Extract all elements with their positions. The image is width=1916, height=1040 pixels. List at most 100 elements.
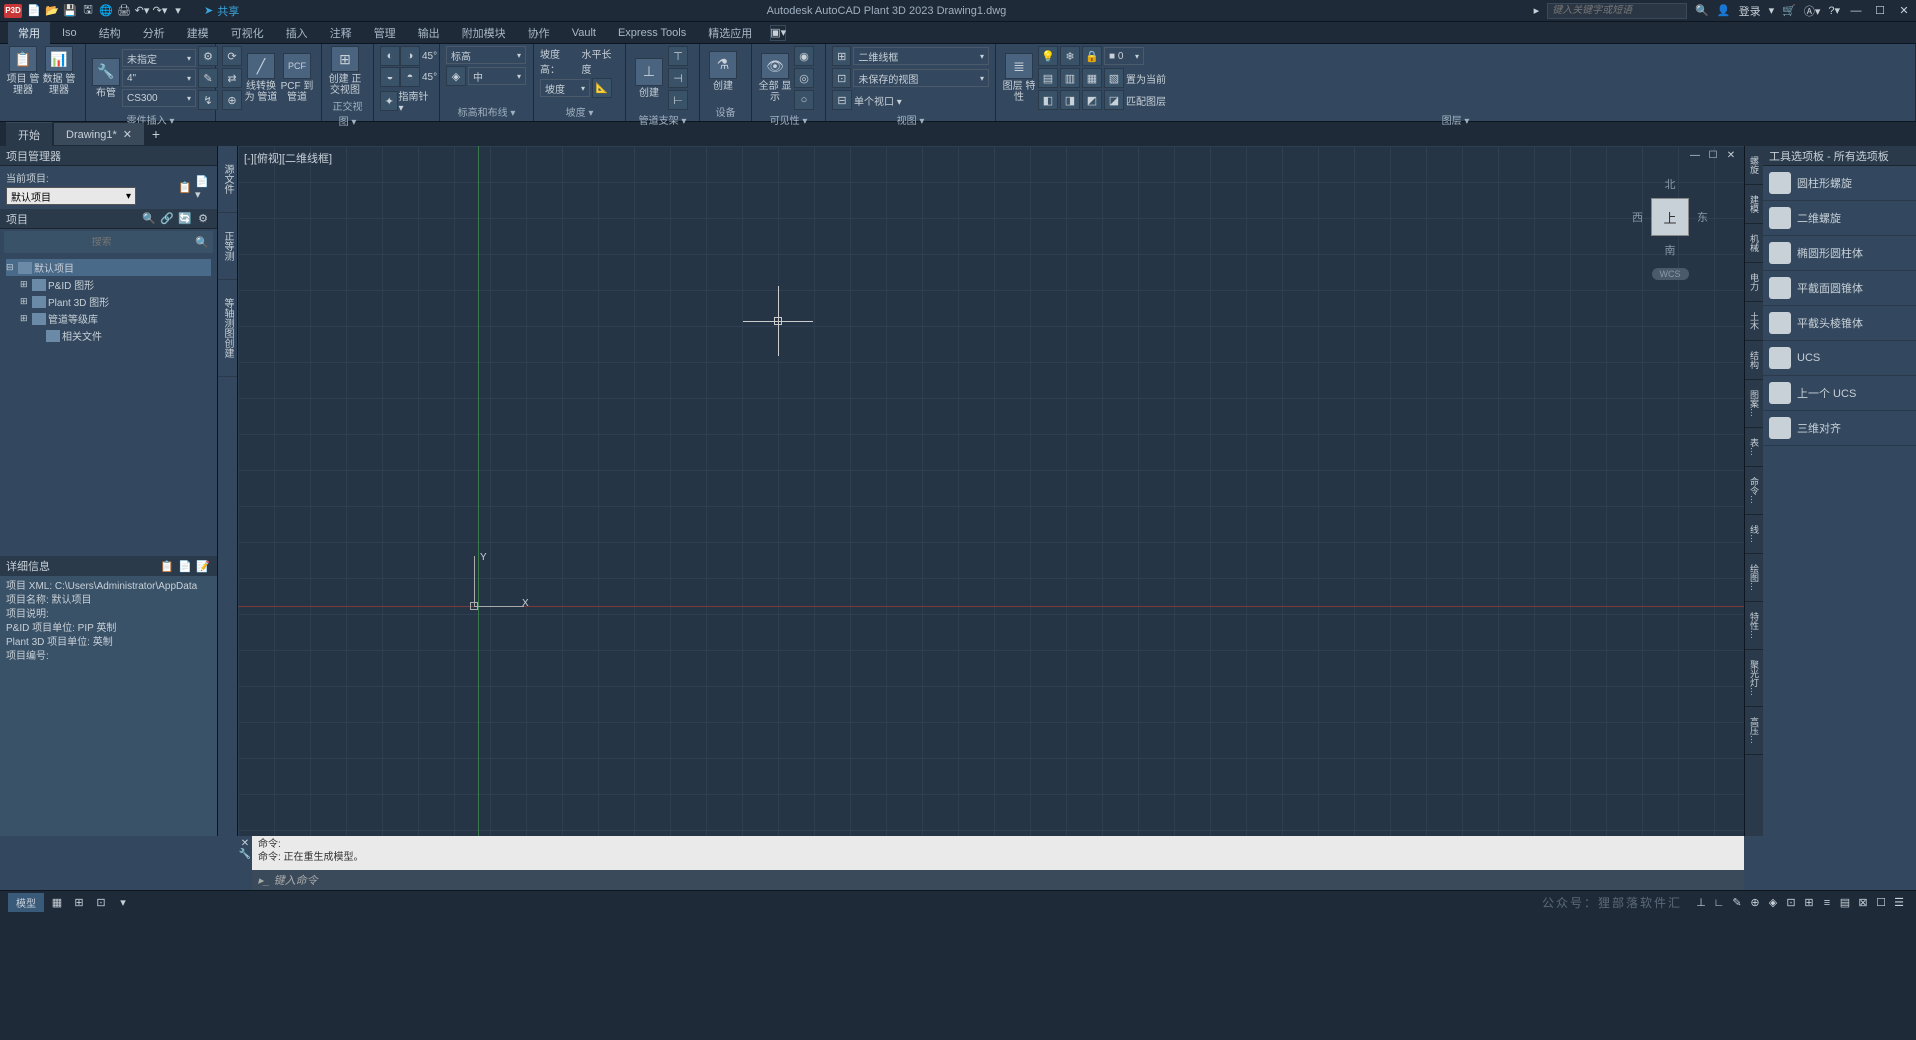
spec-combo[interactable]: 未指定▾ bbox=[122, 49, 196, 67]
angle-icon[interactable]: ◒ bbox=[380, 67, 400, 87]
tool-item[interactable]: 平截头棱锥体 bbox=[1763, 306, 1916, 341]
tool-icon[interactable]: ○ bbox=[794, 90, 814, 110]
angle-icon[interactable]: ◓ bbox=[400, 67, 420, 87]
ribbon-tab[interactable]: 附加模块 bbox=[452, 22, 516, 44]
view-cube[interactable]: 北 西上东 南 WCS bbox=[1630, 176, 1710, 276]
status-icon[interactable]: ⊥ bbox=[1692, 894, 1710, 912]
help-search-input[interactable] bbox=[1547, 3, 1687, 19]
tree-node[interactable]: ⊞管道等级库 bbox=[6, 310, 211, 327]
panel-label[interactable]: 管道支架 ▾ bbox=[632, 110, 693, 127]
dd-icon[interactable]: ▾ bbox=[114, 894, 132, 912]
tool-item[interactable]: 上一个 UCS bbox=[1763, 376, 1916, 411]
login-label[interactable]: 登录 bbox=[1739, 3, 1761, 19]
new-tab-button[interactable]: + bbox=[146, 126, 166, 142]
route-combo[interactable]: 中▾ bbox=[468, 67, 526, 85]
viewport-label[interactable]: [-][俯视][二维线框] bbox=[244, 150, 332, 166]
maximize-icon[interactable]: ☐ bbox=[1872, 4, 1888, 17]
vtab[interactable]: 源文件 bbox=[218, 146, 237, 213]
tool-icon[interactable]: ◪ bbox=[1104, 90, 1124, 110]
qat-open-icon[interactable]: 📂 bbox=[44, 3, 60, 19]
refresh-icon[interactable]: 🔄 bbox=[177, 211, 193, 227]
angle-icon[interactable]: ◐ bbox=[380, 46, 400, 66]
vtab[interactable]: 等轴测图创建 bbox=[218, 280, 237, 377]
current-project-combo[interactable]: 默认项目▾ bbox=[6, 187, 136, 205]
rvtab[interactable]: 建模 bbox=[1745, 185, 1763, 224]
doc-tab-start[interactable]: 开始 bbox=[6, 122, 52, 147]
share-button[interactable]: ➤ 共享 bbox=[204, 3, 239, 19]
vp-close-icon[interactable]: ✕ bbox=[1724, 150, 1738, 164]
tool-icon[interactable]: ◉ bbox=[794, 46, 814, 66]
cart-icon[interactable]: 🛒 bbox=[1782, 4, 1796, 17]
ribbon-extra-icon[interactable]: ▣▾ bbox=[770, 25, 786, 41]
qat-saveas-icon[interactable]: 🖫 bbox=[80, 3, 96, 19]
rvtab[interactable]: 表… bbox=[1745, 428, 1763, 467]
ribbon-tab[interactable]: 精选应用 bbox=[698, 22, 762, 44]
ribbon-tab[interactable]: 分析 bbox=[133, 22, 175, 44]
qat-new-icon[interactable]: 📄 bbox=[26, 3, 42, 19]
tool-icon[interactable]: ◈ bbox=[446, 66, 466, 86]
rvtab[interactable]: 特性… bbox=[1745, 602, 1763, 650]
pcf-to-pipe-button[interactable]: PCFPCF 到 管道 bbox=[280, 53, 314, 103]
vp-minimize-icon[interactable]: — bbox=[1688, 150, 1702, 164]
tool-icon[interactable]: ⊞ bbox=[832, 46, 851, 66]
tool-item[interactable]: 椭圆形圆柱体 bbox=[1763, 236, 1916, 271]
tool-item[interactable]: 二维螺旋 bbox=[1763, 201, 1916, 236]
ribbon-tab[interactable]: 输出 bbox=[408, 22, 450, 44]
rvtab[interactable]: 机械 bbox=[1745, 224, 1763, 263]
app-icon2[interactable]: Ⓐ▾ bbox=[1804, 3, 1821, 19]
compass-icon[interactable]: ✦ bbox=[380, 91, 398, 111]
status-icon[interactable]: ⊕ bbox=[1746, 894, 1764, 912]
tab-close-icon[interactable]: ✕ bbox=[123, 128, 132, 141]
close-icon[interactable]: ✕ bbox=[1896, 4, 1912, 17]
link-icon[interactable]: 🔗 bbox=[159, 211, 175, 227]
slope-combo[interactable]: 坡度▾ bbox=[540, 79, 590, 97]
ribbon-tab[interactable]: 建模 bbox=[177, 22, 219, 44]
tool-icon[interactable]: ⊣ bbox=[668, 68, 688, 88]
vtab[interactable]: 正等测 bbox=[218, 213, 237, 280]
tool-icon[interactable]: 📄 bbox=[177, 558, 193, 574]
model-tab[interactable]: 模型 bbox=[8, 893, 44, 912]
tree-node[interactable]: ⊞P&ID 图形 bbox=[6, 276, 211, 293]
tool-icon[interactable]: ⊢ bbox=[668, 90, 688, 110]
ribbon-tab[interactable]: Express Tools bbox=[608, 24, 696, 42]
rvtab[interactable]: 结构 bbox=[1745, 341, 1763, 380]
drawing-canvas[interactable]: [-][俯视][二维线框] — ☐ ✕ YX 北 西上东 南 WCS bbox=[238, 146, 1744, 836]
ribbon-tab[interactable]: 可视化 bbox=[221, 22, 274, 44]
elev-combo[interactable]: 标高▾ bbox=[446, 46, 526, 64]
layer-props-button[interactable]: ≣图层 特性 bbox=[1002, 53, 1036, 103]
tool-icon[interactable]: ⊡ bbox=[832, 68, 851, 88]
qat-undo-icon[interactable]: ↶▾ bbox=[134, 3, 150, 19]
search-input[interactable] bbox=[8, 237, 195, 248]
rvtab[interactable]: 线… bbox=[1745, 515, 1763, 554]
project-manager-button[interactable]: 📋项目 管理器 bbox=[6, 46, 40, 96]
tool-icon[interactable]: ↯ bbox=[198, 90, 218, 110]
tool-icon[interactable]: ⚙ bbox=[198, 46, 218, 66]
tree-root[interactable]: ⊟默认项目 bbox=[6, 259, 211, 276]
rvtab[interactable]: 绘图… bbox=[1745, 554, 1763, 602]
panel-label[interactable]: 坡度 ▾ bbox=[540, 102, 619, 119]
panel-label[interactable]: 可见性 ▾ bbox=[758, 110, 819, 127]
tool-icon[interactable]: 💡 bbox=[1038, 46, 1058, 66]
tool-icon[interactable]: 📝 bbox=[195, 558, 211, 574]
create-support-button[interactable]: ⊥创建 bbox=[632, 53, 666, 103]
tool-icon[interactable]: ◎ bbox=[794, 68, 814, 88]
saved-view-combo[interactable]: 未保存的视图▾ bbox=[853, 69, 989, 87]
rvtab[interactable]: 土木 bbox=[1745, 302, 1763, 341]
pal-tool-icon[interactable]: 📋 bbox=[177, 180, 193, 196]
tool-icon[interactable]: ◩ bbox=[1082, 90, 1102, 110]
search-icon[interactable]: 🔍 bbox=[195, 236, 209, 249]
ribbon-tab[interactable]: 结构 bbox=[89, 22, 131, 44]
tool-icon[interactable]: ❄ bbox=[1060, 46, 1080, 66]
cmd-close-icon[interactable]: ✕ bbox=[241, 838, 249, 849]
tool-item[interactable]: 三维对齐 bbox=[1763, 411, 1916, 446]
tool-icon[interactable]: ⇄ bbox=[222, 68, 242, 88]
vp-maximize-icon[interactable]: ☐ bbox=[1706, 150, 1720, 164]
angle-icon[interactable]: ◑ bbox=[400, 46, 420, 66]
panel-label[interactable]: 标高和布线 ▾ bbox=[446, 102, 527, 119]
tool-icon[interactable]: ◨ bbox=[1060, 90, 1080, 110]
cmd-wrench-icon[interactable]: 🔧 bbox=[239, 849, 251, 860]
tool-icon[interactable]: ⊟ bbox=[832, 90, 852, 110]
status-icon[interactable]: ⊠ bbox=[1854, 894, 1872, 912]
qat-save-icon[interactable]: 💾 bbox=[62, 3, 78, 19]
status-icon[interactable]: ⊞ bbox=[1800, 894, 1818, 912]
